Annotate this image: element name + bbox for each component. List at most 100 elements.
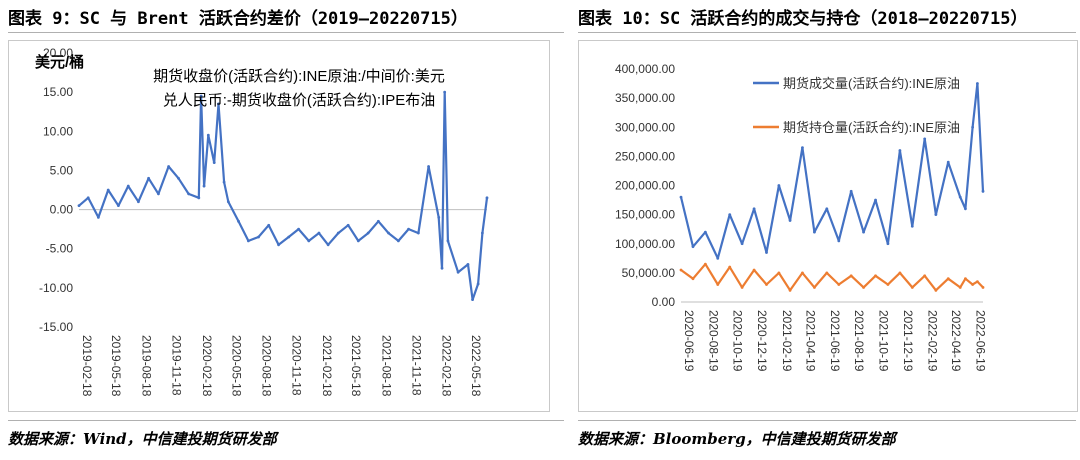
chart-9-panel: -15.00 -10.00 -5.00 0.00 5.00 10.00 15.00 20.00… (8, 40, 550, 412)
chart2-ytick-label: 100,000.00 (615, 237, 675, 251)
chart2-data-point (981, 286, 985, 289)
chart1-data-point (307, 239, 311, 243)
chart2-data-point (813, 286, 816, 289)
chart2-xtick-label: 2020-08-19 (706, 310, 720, 372)
chart1-data-point (116, 204, 120, 208)
chart2-data-point (777, 271, 781, 275)
chart1-data-point (277, 243, 280, 247)
chart1-ytick-label: 20.00 (43, 46, 73, 60)
chart1-xtick-label: 2021-08-18 (379, 335, 393, 397)
chart2-ytick-label: 350,000.00 (615, 91, 675, 105)
chart1-data-point (222, 180, 226, 184)
chart1-data-point (346, 223, 350, 227)
chart1-xtick-label: 2020-08-18 (260, 335, 274, 397)
chart2-xtick-label: 2020-12-19 (755, 310, 769, 372)
chart1-data-point (336, 231, 340, 235)
chart2-ytick-label: 300,000.00 (615, 120, 675, 134)
chart1-data-point (287, 235, 291, 239)
chart2-data-point (837, 283, 841, 286)
chart1-data-point (77, 204, 81, 208)
chart2-data-point (716, 283, 720, 286)
chart1-data-point (440, 266, 444, 270)
chart2-data-point (825, 271, 829, 275)
chart2-data-point (971, 125, 975, 129)
chart1-xtick-label: 2022-02-18 (440, 335, 454, 397)
chart1-data-point (96, 216, 100, 219)
chart2-data-point (679, 195, 683, 199)
chart1-data-point (356, 239, 360, 243)
chart1-data-point (297, 227, 300, 231)
chart2-legend-label-1: 期货成交量(活跃合约):INE原油 (783, 76, 960, 91)
chart2-xtick-label: 2021-10-19 (877, 310, 891, 372)
chart2-data-point (958, 195, 962, 199)
title-divider-left (8, 32, 564, 33)
chart1-data-point (257, 235, 260, 239)
chart2-data-point (728, 213, 732, 217)
chart2-data-point (862, 230, 865, 234)
chart1-data-point (147, 176, 150, 180)
chart2-data-point (898, 149, 902, 152)
chart2-data-point (946, 277, 950, 281)
chart2-data-point (898, 271, 902, 275)
chart1-data-point (126, 184, 130, 188)
chart2-data-point (976, 82, 979, 85)
chart2-data-point (862, 286, 865, 289)
chart1-data-point (246, 239, 250, 243)
chart1-data-point (407, 227, 410, 231)
chart2-data-point (934, 213, 938, 217)
chart2-ytick-label: 50,000.00 (622, 266, 676, 280)
chart1-data-point (187, 192, 191, 196)
chart1-data-point (366, 231, 370, 235)
chart1-xtick-label: 2021-02-18 (320, 335, 334, 397)
chart2-data-point (934, 288, 938, 292)
chart2-data-point (849, 189, 853, 193)
chart1-data-point (106, 188, 110, 192)
chart1-data-point (86, 196, 90, 200)
chart1-ytick-label: 10.00 (43, 124, 73, 138)
chart2-ytick-label: 150,000.00 (615, 208, 675, 222)
chart1-xtick-label: 2020-11-18 (290, 335, 304, 396)
chart2-ytick-label: 400,000.00 (615, 62, 675, 76)
chart2-data-point (691, 277, 695, 281)
chart1-ytick-label: 15.00 (43, 85, 73, 99)
chart1-data-point (206, 133, 210, 137)
chart2-xtick-label: 2021-02-19 (780, 310, 794, 372)
chart1-data-point (317, 231, 321, 235)
chart2-data-point (716, 256, 720, 260)
chart1-data-point (202, 184, 206, 188)
chart2-data-point (728, 265, 732, 269)
chart2-data-point (964, 277, 967, 281)
chart2-data-point (777, 184, 781, 187)
chart1-xtick-label: 2020-02-18 (200, 335, 214, 397)
chart2-data-point (740, 286, 744, 289)
chart1-data-point (476, 282, 480, 286)
chart1-data-point (157, 192, 160, 196)
chart1-xtick-label: 2022-05-18 (469, 335, 483, 397)
chart1-data-point (466, 262, 470, 266)
chart1-data-point (387, 231, 390, 235)
chart2-data-point (849, 274, 853, 278)
chart1-data-point (456, 270, 460, 274)
chart2-data-point (837, 239, 841, 243)
chart1-ytick-label: 0.00 (50, 203, 74, 217)
chart2-legend-label-2: 期货持仓量(活跃合约):INE原油 (783, 120, 960, 135)
chart1-data-point (167, 165, 171, 168)
chart1-xtick-label: 2019-05-18 (109, 335, 123, 397)
chart2-data-point (788, 288, 792, 292)
chart2-data-point (765, 283, 768, 286)
chart1-data-point (446, 239, 450, 243)
title-divider-right (578, 32, 1076, 33)
figure-9-source: 数据来源：Wind，中信建投期货研发部 (8, 430, 277, 448)
chart2-data-point (981, 189, 985, 193)
chart2-data-point (813, 230, 816, 234)
chart2-data-point (886, 283, 890, 286)
chart1-xtick-label: 2021-11-18 (410, 335, 424, 396)
chart2-data-point (752, 207, 756, 211)
chart2-data-point (923, 137, 927, 141)
chart2-data-point (971, 283, 975, 286)
chart1-legend-label: 期货收盘价(活跃合约):INE原油:/中间价:美元 (153, 67, 445, 85)
chart2-series-line-2 (680, 263, 984, 292)
figure-10-title: 图表 10：SC 活跃合约的成交与持仓（2018—20220715） (578, 9, 1028, 29)
chart2-data-point (788, 219, 792, 222)
figure-10-source: 数据来源：Bloomberg，中信建投期货研发部 (578, 430, 896, 448)
